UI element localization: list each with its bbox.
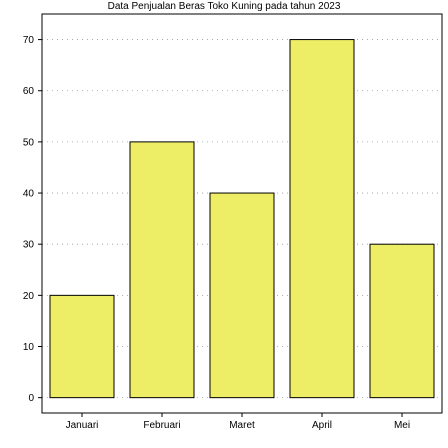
bar xyxy=(209,192,275,399)
bar xyxy=(369,243,435,399)
y-tick-label: 10 xyxy=(23,342,35,353)
bar-layer xyxy=(49,39,435,399)
y-tick-label: 0 xyxy=(28,393,34,404)
x-tick-label: Januari xyxy=(66,420,99,431)
y-tick-label: 50 xyxy=(23,137,35,148)
plot-frame xyxy=(41,13,443,414)
y-tick-label: 60 xyxy=(23,86,35,97)
axis-layer: 0 10 20 30 40 50 60 70 Januari Februari Maret April… xyxy=(23,13,443,431)
x-tick-label: Februari xyxy=(143,420,180,431)
chart-title: Data Penjualan Beras Toko Kuning pada ta… xyxy=(108,1,341,12)
bar xyxy=(129,141,195,399)
y-tick-label: 40 xyxy=(23,189,35,200)
x-tick-label: Mei xyxy=(394,420,410,431)
y-tick-label: 20 xyxy=(23,291,35,302)
x-tick-label: Maret xyxy=(229,420,255,431)
x-tick-label: April xyxy=(312,420,332,431)
y-tick-label: 30 xyxy=(23,240,35,251)
bar xyxy=(49,294,115,399)
y-tick-label: 70 xyxy=(23,35,35,46)
bar xyxy=(289,39,355,399)
